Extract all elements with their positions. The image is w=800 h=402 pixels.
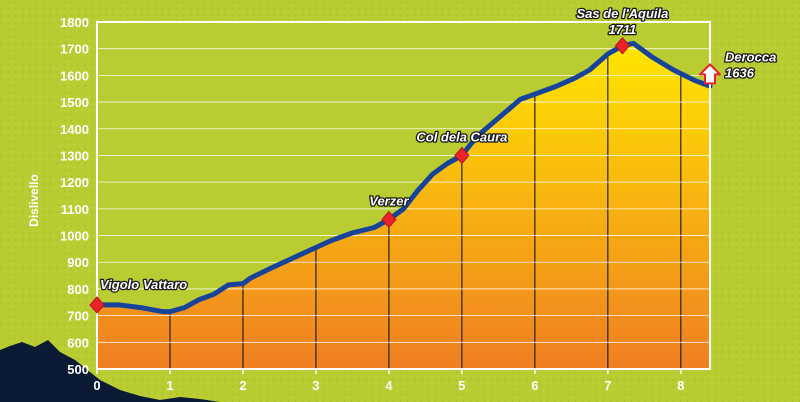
diamond-marker-icon [89, 296, 105, 314]
label-layer: Vigolo Vattaro Verzer Col dela Caura Sas de… [99, 4, 778, 293]
arrow-marker-icon [699, 63, 721, 85]
x-tick-label: 8 [677, 378, 684, 393]
y-tick-label: 1800 [60, 15, 89, 30]
grid-layer [97, 48, 710, 369]
y-tick-label: 800 [67, 282, 89, 297]
point-label: Vigolo Vattaro [100, 277, 187, 292]
y-tick-label: 1600 [60, 68, 89, 83]
y-tick-label: 1400 [60, 122, 89, 137]
marker-layer [89, 36, 721, 314]
x-tick-label: 1 [166, 378, 173, 393]
diamond-marker-icon [454, 146, 470, 165]
y-tick-label: 500 [67, 362, 89, 377]
x-tick-label: 7 [604, 378, 611, 393]
y-tick-label: 1100 [61, 202, 89, 217]
elevation-area [97, 43, 710, 370]
y-tick-label: 1500 [60, 95, 89, 110]
y-tick-label: 1200 [60, 175, 89, 190]
point-label: Col dela Caura [416, 129, 507, 144]
x-tick-label: 4 [385, 378, 393, 393]
x-tick-label: 5 [458, 378, 465, 393]
y-tick-label: 900 [67, 255, 89, 270]
plot-border [96, 21, 711, 370]
diamond-marker-icon [381, 210, 397, 229]
y-tick-label: 600 [67, 335, 89, 350]
area-layer [97, 43, 710, 370]
point-label: Verzer [369, 194, 409, 209]
y-tick-label: 1000 [60, 229, 89, 244]
x-tick-label: 0 [93, 378, 100, 393]
point-value-label: 1636 [725, 65, 755, 80]
diamond-marker-icon [614, 36, 631, 55]
point-label: Sas de l'Aquila [576, 6, 668, 21]
point-value-label: 1711 [608, 22, 636, 37]
y-axis-title: Dislivello [27, 174, 41, 227]
x-tick-label: 2 [239, 378, 246, 393]
y-tick-label: 1300 [60, 148, 89, 163]
y-tick-label: 1700 [60, 42, 89, 57]
elevation-line [94, 40, 713, 315]
line-layer [94, 40, 713, 315]
dark-terrain-decoration [0, 340, 220, 402]
x-tick-label: 6 [531, 378, 538, 393]
point-label: Derocca [725, 49, 776, 64]
y-tick-label: 700 [67, 309, 89, 324]
x-tick-label: 3 [312, 378, 319, 393]
axis-layer: 500 600 700 800 900 1000 1100 1200 1300 1400 1500 1… [27, 15, 711, 393]
